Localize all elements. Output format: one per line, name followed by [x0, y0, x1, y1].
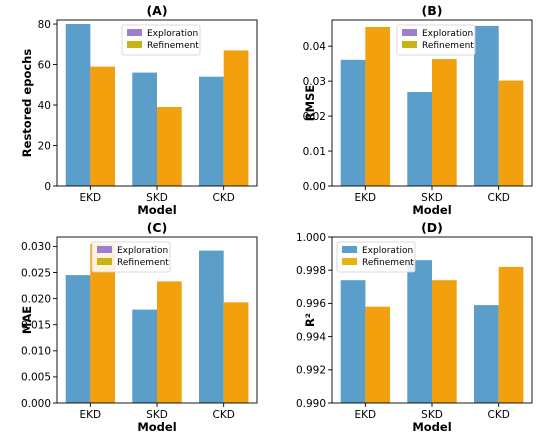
x-axis-label: Model: [412, 420, 451, 434]
chart-title: (B): [422, 3, 443, 18]
y-tick-label: 40: [38, 100, 51, 112]
x-axis-label: Model: [137, 420, 176, 434]
y-axis-label: MAE: [20, 306, 34, 334]
bar-refinement-ekd: [90, 66, 115, 186]
bar-refinement-ckd: [498, 80, 524, 186]
bar-exploration-ckd: [474, 305, 499, 403]
legend-swatch-exploration: [402, 29, 417, 36]
x-tick-label: CKD: [488, 192, 510, 204]
bar-exploration-skd: [132, 309, 157, 403]
x-axis-label: Model: [412, 203, 451, 217]
y-tick-label: 60: [38, 59, 51, 71]
y-tick-label: 0.996: [296, 298, 326, 310]
y-tick-label: 0.005: [21, 372, 51, 384]
legend-swatch-exploration: [97, 246, 112, 253]
bar-exploration-skd: [407, 260, 432, 403]
legend-label-exploration: Exploration: [117, 246, 168, 256]
y-tick-label: 80: [38, 19, 51, 31]
y-tick-label: 0.01: [303, 146, 326, 158]
y-tick-label: 0.994: [296, 331, 326, 343]
legend-swatch-refinement: [342, 258, 357, 265]
y-tick-label: 0.015: [21, 319, 51, 331]
x-tick-label: CKD: [213, 409, 235, 421]
y-tick-label: 0: [44, 181, 51, 193]
x-tick-label: EKD: [355, 192, 377, 204]
bar-refinement-ckd: [223, 302, 249, 403]
y-tick-label: 0.000: [21, 398, 51, 410]
y-tick-label: 0.03: [303, 76, 326, 88]
legend-swatch-refinement: [402, 41, 417, 48]
y-tick-label: 0.04: [303, 41, 327, 53]
y-tick-label: 0.025: [21, 267, 51, 279]
chart-title: (C): [147, 220, 168, 235]
y-tick-label: 0.00: [303, 181, 326, 193]
x-tick-label: CKD: [213, 192, 235, 204]
x-tick-label: CKD: [488, 409, 510, 421]
chart-title: (A): [146, 3, 167, 18]
legend: Exploration Refinement: [121, 24, 201, 56]
bar-exploration-skd: [132, 72, 157, 186]
x-tick-label: SKD: [421, 409, 443, 421]
bar-exploration-ckd: [474, 25, 499, 187]
y-tick-label: 0.992: [296, 365, 326, 377]
x-tick-label: SKD: [146, 409, 168, 421]
legend-label-exploration: Exploration: [147, 29, 198, 39]
bar-refinement-ckd: [223, 50, 249, 187]
bar-exploration-ekd: [340, 280, 366, 403]
chart-panel-b: 0.00 0.01 0.02 0.03 0.04 EKD SKD CKD (B) Model RMS…: [303, 3, 533, 217]
legend-label-refinement: Refinement: [147, 41, 199, 51]
legend-label-exploration: Exploration: [422, 29, 473, 39]
bar-refinement-ckd: [498, 266, 524, 403]
legend-swatch-exploration: [342, 246, 357, 253]
y-tick-label: 0.030: [21, 241, 51, 253]
legend-swatch-exploration: [127, 29, 142, 36]
x-tick-label: SKD: [146, 192, 168, 204]
bar-exploration-skd: [407, 92, 432, 186]
bar-exploration-ckd: [199, 250, 224, 403]
bar-refinement-ekd: [365, 306, 390, 403]
y-tick-label: 0.020: [21, 293, 51, 305]
y-tick-label: 20: [38, 140, 51, 152]
legend: Exploration Refinement: [336, 241, 416, 273]
legend-label-refinement: Refinement: [422, 41, 474, 51]
y-tick-label: 0.998: [296, 265, 326, 277]
bar-refinement-skd: [432, 59, 457, 186]
y-axis-label: Restored epochs: [20, 49, 34, 158]
legend-label-refinement: Refinement: [362, 258, 414, 268]
bar-refinement-skd: [157, 107, 182, 186]
x-tick-label: EKD: [80, 192, 102, 204]
x-tick-label: EKD: [80, 409, 102, 421]
legend: Exploration Refinement: [396, 24, 476, 56]
y-tick-label: 0.990: [296, 398, 326, 410]
bar-refinement-skd: [432, 280, 457, 403]
y-tick-label: 0.02: [303, 111, 326, 123]
chart-panel-c: 0.000 0.005 0.010 0.015 0.020 0.025 0.030 EKD SK…: [20, 220, 258, 434]
bar-exploration-ekd: [65, 275, 91, 403]
x-tick-label: EKD: [355, 409, 377, 421]
bar-exploration-ekd: [340, 59, 366, 186]
x-axis-label: Model: [137, 203, 176, 217]
y-axis-label: RMSE: [303, 85, 317, 122]
legend-swatch-refinement: [127, 41, 142, 48]
chart-title: (D): [421, 220, 443, 235]
y-tick-label: 0.010: [21, 346, 51, 358]
chart-panel-a: 0 20 40 60 80 EKD SKD CKD (A) Model Restored epoch…: [20, 3, 258, 217]
legend-swatch-refinement: [97, 258, 112, 265]
bar-exploration-ckd: [199, 76, 224, 186]
x-tick-label: SKD: [421, 192, 443, 204]
legend-label-exploration: Exploration: [362, 246, 413, 256]
y-tick-label: 1.000: [296, 232, 326, 244]
chart-panel-d: 0.990 0.992 0.994 0.996 0.998 1.000 EKD SKD CKD (…: [296, 220, 533, 434]
legend-label-refinement: Refinement: [117, 258, 169, 268]
legend: Exploration Refinement: [91, 241, 171, 273]
bar-exploration-ekd: [65, 24, 91, 186]
y-axis-label: R²: [303, 313, 317, 327]
bar-refinement-skd: [157, 281, 182, 403]
bar-refinement-ekd: [365, 27, 390, 186]
